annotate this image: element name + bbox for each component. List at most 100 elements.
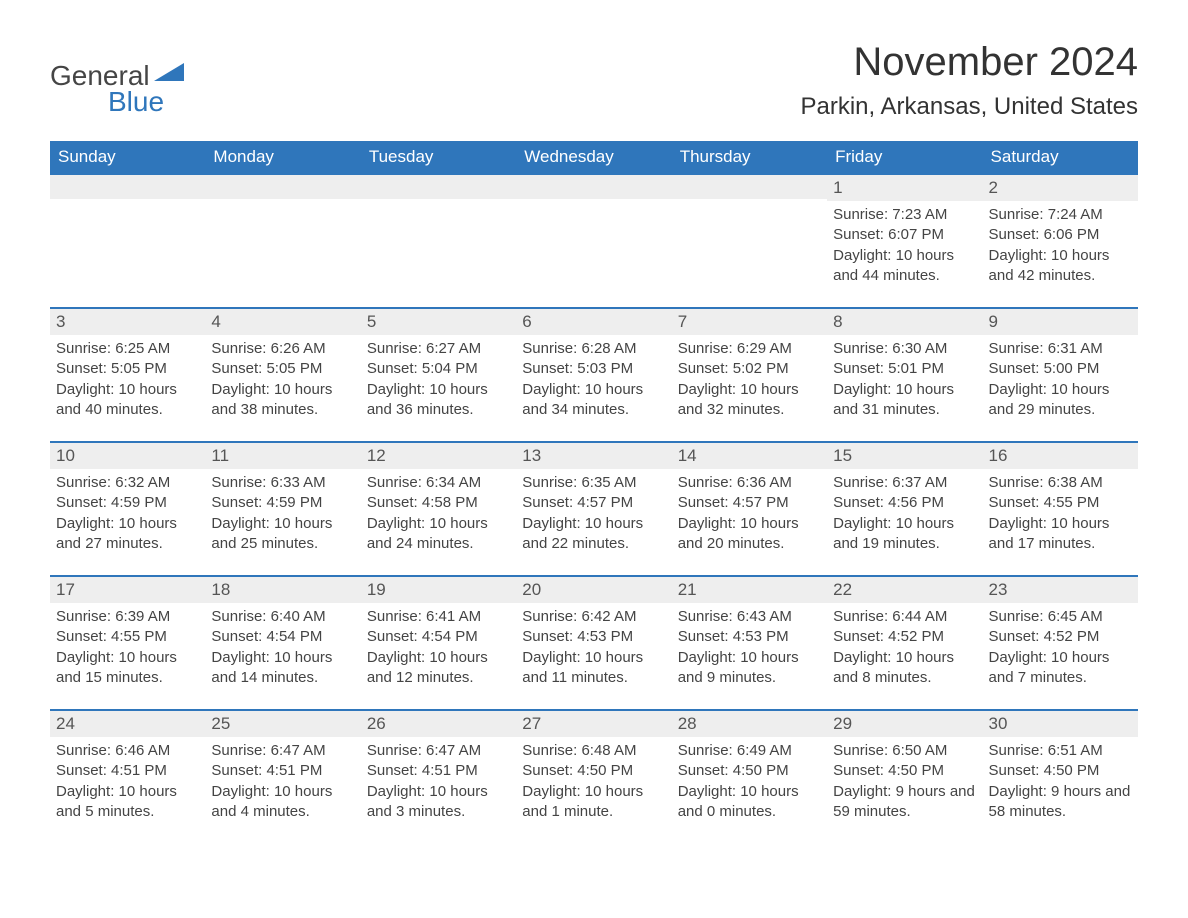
sunset-line: Sunset: 4:51 PM bbox=[56, 761, 199, 781]
daylight-line: Daylight: 10 hours and 25 minutes. bbox=[211, 514, 354, 555]
sunset-line: Sunset: 4:53 PM bbox=[522, 627, 665, 647]
weekday-header: Monday bbox=[205, 141, 360, 173]
day-body: Sunrise: 6:28 AMSunset: 5:03 PMDaylight:… bbox=[516, 335, 671, 420]
day-body: Sunrise: 6:43 AMSunset: 4:53 PMDaylight:… bbox=[672, 603, 827, 688]
empty-day-bar bbox=[361, 173, 516, 199]
calendar-cell: 24Sunrise: 6:46 AMSunset: 4:51 PMDayligh… bbox=[50, 709, 205, 843]
sunrise-line: Sunrise: 6:50 AM bbox=[833, 741, 976, 761]
calendar-cell: 28Sunrise: 6:49 AMSunset: 4:50 PMDayligh… bbox=[672, 709, 827, 843]
day-body: Sunrise: 6:26 AMSunset: 5:05 PMDaylight:… bbox=[205, 335, 360, 420]
sunrise-line: Sunrise: 6:48 AM bbox=[522, 741, 665, 761]
sunrise-line: Sunrise: 7:24 AM bbox=[989, 205, 1132, 225]
day-body: Sunrise: 6:47 AMSunset: 4:51 PMDaylight:… bbox=[361, 737, 516, 822]
calendar-cell: 3Sunrise: 6:25 AMSunset: 5:05 PMDaylight… bbox=[50, 307, 205, 441]
calendar-week-row: 10Sunrise: 6:32 AMSunset: 4:59 PMDayligh… bbox=[50, 441, 1138, 575]
calendar-cell bbox=[361, 173, 516, 307]
sunrise-line: Sunrise: 7:23 AM bbox=[833, 205, 976, 225]
day-number: 4 bbox=[205, 307, 360, 335]
day-number: 9 bbox=[983, 307, 1138, 335]
calendar-cell: 11Sunrise: 6:33 AMSunset: 4:59 PMDayligh… bbox=[205, 441, 360, 575]
day-body: Sunrise: 6:38 AMSunset: 4:55 PMDaylight:… bbox=[983, 469, 1138, 554]
sunrise-line: Sunrise: 6:40 AM bbox=[211, 607, 354, 627]
calendar-cell: 1Sunrise: 7:23 AMSunset: 6:07 PMDaylight… bbox=[827, 173, 982, 307]
day-body: Sunrise: 6:29 AMSunset: 5:02 PMDaylight:… bbox=[672, 335, 827, 420]
weekday-row: SundayMondayTuesdayWednesdayThursdayFrid… bbox=[50, 141, 1138, 173]
sunset-line: Sunset: 4:58 PM bbox=[367, 493, 510, 513]
day-body: Sunrise: 6:50 AMSunset: 4:50 PMDaylight:… bbox=[827, 737, 982, 822]
sunset-line: Sunset: 5:01 PM bbox=[833, 359, 976, 379]
day-number: 25 bbox=[205, 709, 360, 737]
calendar-week-row: 17Sunrise: 6:39 AMSunset: 4:55 PMDayligh… bbox=[50, 575, 1138, 709]
daylight-line: Daylight: 10 hours and 3 minutes. bbox=[367, 782, 510, 823]
daylight-line: Daylight: 10 hours and 0 minutes. bbox=[678, 782, 821, 823]
day-number: 18 bbox=[205, 575, 360, 603]
daylight-line: Daylight: 10 hours and 36 minutes. bbox=[367, 380, 510, 421]
day-body: Sunrise: 6:39 AMSunset: 4:55 PMDaylight:… bbox=[50, 603, 205, 688]
calendar-cell: 15Sunrise: 6:37 AMSunset: 4:56 PMDayligh… bbox=[827, 441, 982, 575]
sunset-line: Sunset: 5:05 PM bbox=[56, 359, 199, 379]
sunrise-line: Sunrise: 6:30 AM bbox=[833, 339, 976, 359]
day-number: 17 bbox=[50, 575, 205, 603]
sunrise-line: Sunrise: 6:39 AM bbox=[56, 607, 199, 627]
calendar-cell: 14Sunrise: 6:36 AMSunset: 4:57 PMDayligh… bbox=[672, 441, 827, 575]
calendar-cell: 16Sunrise: 6:38 AMSunset: 4:55 PMDayligh… bbox=[983, 441, 1138, 575]
calendar-cell: 13Sunrise: 6:35 AMSunset: 4:57 PMDayligh… bbox=[516, 441, 671, 575]
sunrise-line: Sunrise: 6:47 AM bbox=[367, 741, 510, 761]
day-body: Sunrise: 6:36 AMSunset: 4:57 PMDaylight:… bbox=[672, 469, 827, 554]
calendar-body: 1Sunrise: 7:23 AMSunset: 6:07 PMDaylight… bbox=[50, 173, 1138, 843]
day-number: 2 bbox=[983, 173, 1138, 201]
day-body: Sunrise: 6:45 AMSunset: 4:52 PMDaylight:… bbox=[983, 603, 1138, 688]
sunset-line: Sunset: 6:06 PM bbox=[989, 225, 1132, 245]
sunset-line: Sunset: 5:04 PM bbox=[367, 359, 510, 379]
sunrise-line: Sunrise: 6:28 AM bbox=[522, 339, 665, 359]
empty-day-bar bbox=[672, 173, 827, 199]
sunrise-line: Sunrise: 6:43 AM bbox=[678, 607, 821, 627]
sunset-line: Sunset: 4:59 PM bbox=[211, 493, 354, 513]
sunset-line: Sunset: 4:59 PM bbox=[56, 493, 199, 513]
daylight-line: Daylight: 10 hours and 7 minutes. bbox=[989, 648, 1132, 689]
logo-word-blue: Blue bbox=[108, 86, 184, 118]
sunset-line: Sunset: 4:54 PM bbox=[211, 627, 354, 647]
day-number: 26 bbox=[361, 709, 516, 737]
daylight-line: Daylight: 10 hours and 38 minutes. bbox=[211, 380, 354, 421]
sunset-line: Sunset: 4:55 PM bbox=[989, 493, 1132, 513]
calendar-week-row: 1Sunrise: 7:23 AMSunset: 6:07 PMDaylight… bbox=[50, 173, 1138, 307]
day-body: Sunrise: 6:47 AMSunset: 4:51 PMDaylight:… bbox=[205, 737, 360, 822]
day-body: Sunrise: 7:23 AMSunset: 6:07 PMDaylight:… bbox=[827, 201, 982, 286]
daylight-line: Daylight: 10 hours and 19 minutes. bbox=[833, 514, 976, 555]
calendar-cell: 8Sunrise: 6:30 AMSunset: 5:01 PMDaylight… bbox=[827, 307, 982, 441]
day-body: Sunrise: 6:40 AMSunset: 4:54 PMDaylight:… bbox=[205, 603, 360, 688]
day-number: 15 bbox=[827, 441, 982, 469]
daylight-line: Daylight: 10 hours and 5 minutes. bbox=[56, 782, 199, 823]
weekday-header: Thursday bbox=[672, 141, 827, 173]
day-number: 11 bbox=[205, 441, 360, 469]
sunrise-line: Sunrise: 6:37 AM bbox=[833, 473, 976, 493]
weekday-header: Tuesday bbox=[361, 141, 516, 173]
daylight-line: Daylight: 10 hours and 31 minutes. bbox=[833, 380, 976, 421]
sunset-line: Sunset: 5:02 PM bbox=[678, 359, 821, 379]
daylight-line: Daylight: 9 hours and 58 minutes. bbox=[989, 782, 1132, 823]
calendar-cell: 6Sunrise: 6:28 AMSunset: 5:03 PMDaylight… bbox=[516, 307, 671, 441]
calendar-cell bbox=[50, 173, 205, 307]
calendar-cell: 25Sunrise: 6:47 AMSunset: 4:51 PMDayligh… bbox=[205, 709, 360, 843]
day-body: Sunrise: 6:27 AMSunset: 5:04 PMDaylight:… bbox=[361, 335, 516, 420]
calendar-cell: 23Sunrise: 6:45 AMSunset: 4:52 PMDayligh… bbox=[983, 575, 1138, 709]
calendar-cell bbox=[672, 173, 827, 307]
day-body: Sunrise: 6:33 AMSunset: 4:59 PMDaylight:… bbox=[205, 469, 360, 554]
day-number: 7 bbox=[672, 307, 827, 335]
sunset-line: Sunset: 5:03 PM bbox=[522, 359, 665, 379]
day-number: 23 bbox=[983, 575, 1138, 603]
day-body: Sunrise: 7:24 AMSunset: 6:06 PMDaylight:… bbox=[983, 201, 1138, 286]
calendar-table: SundayMondayTuesdayWednesdayThursdayFrid… bbox=[50, 141, 1138, 843]
sunset-line: Sunset: 4:57 PM bbox=[522, 493, 665, 513]
calendar-cell: 10Sunrise: 6:32 AMSunset: 4:59 PMDayligh… bbox=[50, 441, 205, 575]
sunrise-line: Sunrise: 6:26 AM bbox=[211, 339, 354, 359]
day-body: Sunrise: 6:25 AMSunset: 5:05 PMDaylight:… bbox=[50, 335, 205, 420]
day-number: 12 bbox=[361, 441, 516, 469]
day-number: 16 bbox=[983, 441, 1138, 469]
day-number: 14 bbox=[672, 441, 827, 469]
day-number: 21 bbox=[672, 575, 827, 603]
sunset-line: Sunset: 5:00 PM bbox=[989, 359, 1132, 379]
logo: General Blue bbox=[50, 40, 184, 118]
calendar-cell: 30Sunrise: 6:51 AMSunset: 4:50 PMDayligh… bbox=[983, 709, 1138, 843]
